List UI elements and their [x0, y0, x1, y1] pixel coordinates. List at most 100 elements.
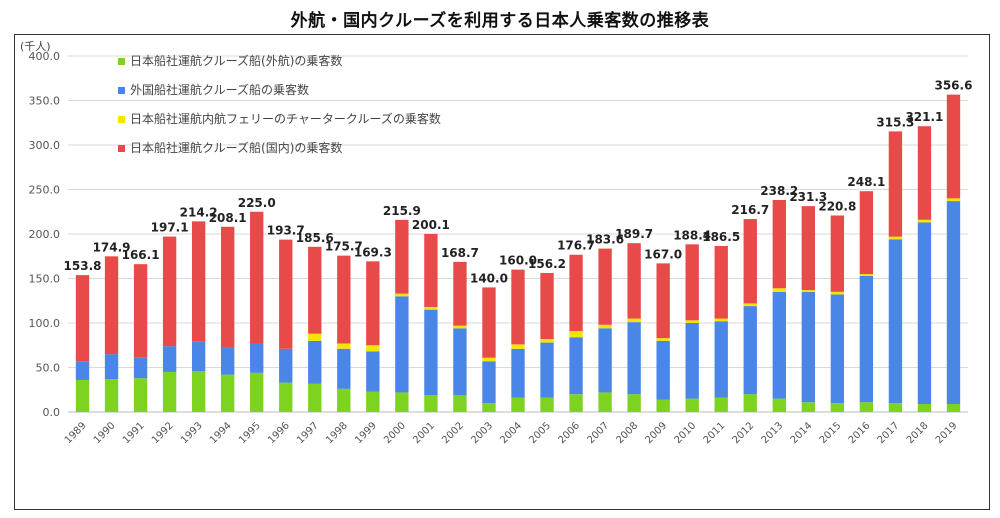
- bar-segment: [133, 264, 148, 358]
- bar-segment: [191, 371, 206, 412]
- x-tick-label: 1997: [295, 420, 321, 446]
- legend-label: 外国船社運航クルーズ船の乗客数: [130, 82, 309, 97]
- bar-segment: [482, 361, 496, 404]
- x-tick-label: 1993: [179, 420, 205, 446]
- bar-segment: [714, 397, 728, 412]
- bar-segment: [540, 272, 554, 340]
- x-tick-label: 2008: [614, 420, 640, 446]
- x-tick-label: 2014: [789, 420, 815, 446]
- x-tick-label: 2001: [411, 420, 437, 446]
- bar-segment: [598, 328, 612, 393]
- bar-segment: [162, 236, 177, 347]
- bar-segment: [511, 348, 525, 398]
- bar-total-label: 189.7: [615, 227, 653, 241]
- x-tick-label: 1990: [92, 420, 118, 446]
- bar-total-label: 214.2: [180, 205, 218, 219]
- x-tick-label: 1992: [150, 420, 176, 446]
- bar-segment: [250, 372, 264, 412]
- x-tick-label: 2004: [498, 420, 524, 446]
- x-tick-label: 2009: [644, 420, 670, 446]
- bar-total-label: 356.6: [934, 79, 972, 93]
- bar-segment: [627, 322, 641, 395]
- y-unit-label: (千人): [20, 40, 51, 53]
- x-tick-label: 1994: [208, 420, 234, 446]
- bar-total-label: 176.7: [557, 239, 595, 253]
- bar-segment: [917, 403, 932, 412]
- bar-segment: [656, 340, 670, 400]
- bar-segment: [917, 126, 932, 220]
- bar-segment: [685, 320, 699, 323]
- bar-segment: [395, 296, 409, 393]
- bar-segment: [830, 291, 845, 295]
- bar-total-label: 220.8: [818, 199, 856, 213]
- bar-segment: [104, 379, 119, 412]
- bar-segment: [685, 398, 699, 412]
- bar-total-label: 153.8: [64, 259, 102, 273]
- bar-segment: [337, 343, 351, 349]
- bar-total-label: 174.9: [93, 240, 131, 254]
- bar-segment: [743, 219, 757, 304]
- page-title: 外航・国内クルーズを利用する日本人乗客数の推移表: [290, 11, 710, 31]
- bar-total-label: 156.2: [528, 257, 566, 271]
- legend-swatch: [118, 58, 125, 65]
- bar-segment: [772, 200, 786, 289]
- bar-segment: [772, 288, 786, 292]
- legend-label: 日本船社運航内航フェリーのチャータークルーズの乗客数: [130, 111, 441, 126]
- x-tick-label: 2012: [731, 420, 757, 446]
- bar-total-label: 321.1: [905, 110, 943, 124]
- bar-segment: [569, 254, 583, 332]
- bar-segment: [801, 402, 815, 412]
- legend-label: 日本船社運航クルーズ船(国内)の乗客数: [130, 140, 342, 155]
- bar-total-label: 168.7: [441, 246, 479, 260]
- bar-segment: [221, 374, 235, 412]
- x-tick-label: 1999: [353, 420, 379, 446]
- bar-segment: [859, 275, 874, 403]
- bar-segment: [308, 383, 322, 412]
- bar-segment: [569, 331, 583, 338]
- bar-segment: [424, 306, 438, 310]
- bar-total-label: 140.0: [470, 271, 508, 285]
- bar-segment: [337, 388, 351, 412]
- y-tick-label: 200.0: [29, 228, 61, 241]
- x-tick-label: 2015: [818, 420, 844, 446]
- bar-total-label: 183.6: [586, 233, 624, 247]
- bar-segment: [714, 246, 728, 319]
- bar-segment: [308, 333, 322, 341]
- bar-segment: [743, 394, 757, 412]
- legend-swatch: [118, 87, 125, 94]
- bar-segment: [598, 324, 612, 329]
- bar-segment: [946, 403, 961, 412]
- bar-segment: [162, 346, 177, 372]
- bar-segment: [859, 402, 874, 412]
- bar-total-label: 167.0: [644, 247, 682, 261]
- bar-segment: [946, 94, 961, 199]
- bar-segment: [627, 394, 641, 412]
- chart-frame: [14, 34, 990, 510]
- x-tick-label: 2010: [673, 420, 699, 446]
- bar-segment: [395, 293, 409, 297]
- bar-segment: [308, 340, 322, 384]
- bar-segment: [714, 321, 728, 398]
- bar-total-label: 166.1: [122, 248, 160, 262]
- bar-segment: [946, 201, 961, 404]
- bar-segment: [772, 291, 786, 399]
- bar-total-label: 160.0: [499, 254, 537, 268]
- bar-total-label: 208.1: [209, 211, 247, 225]
- bar-segment: [337, 255, 351, 344]
- x-tick-label: 2005: [527, 420, 553, 446]
- bar-segment: [569, 394, 583, 412]
- x-tick-label: 2018: [905, 420, 931, 446]
- bar-total-label: 197.1: [151, 221, 189, 235]
- x-tick-label: 2019: [934, 420, 960, 446]
- bar-segment: [830, 294, 845, 404]
- y-tick-label: 150.0: [29, 273, 61, 286]
- x-tick-label: 2011: [702, 420, 728, 446]
- y-tick-label: 100.0: [29, 317, 61, 330]
- bar-segment: [946, 198, 961, 202]
- bar-segment: [191, 341, 206, 372]
- bar-segment: [366, 391, 380, 412]
- bar-total-label: 193.7: [267, 224, 305, 238]
- bar-total-label: 200.1: [412, 218, 450, 232]
- bar-segment: [859, 274, 874, 276]
